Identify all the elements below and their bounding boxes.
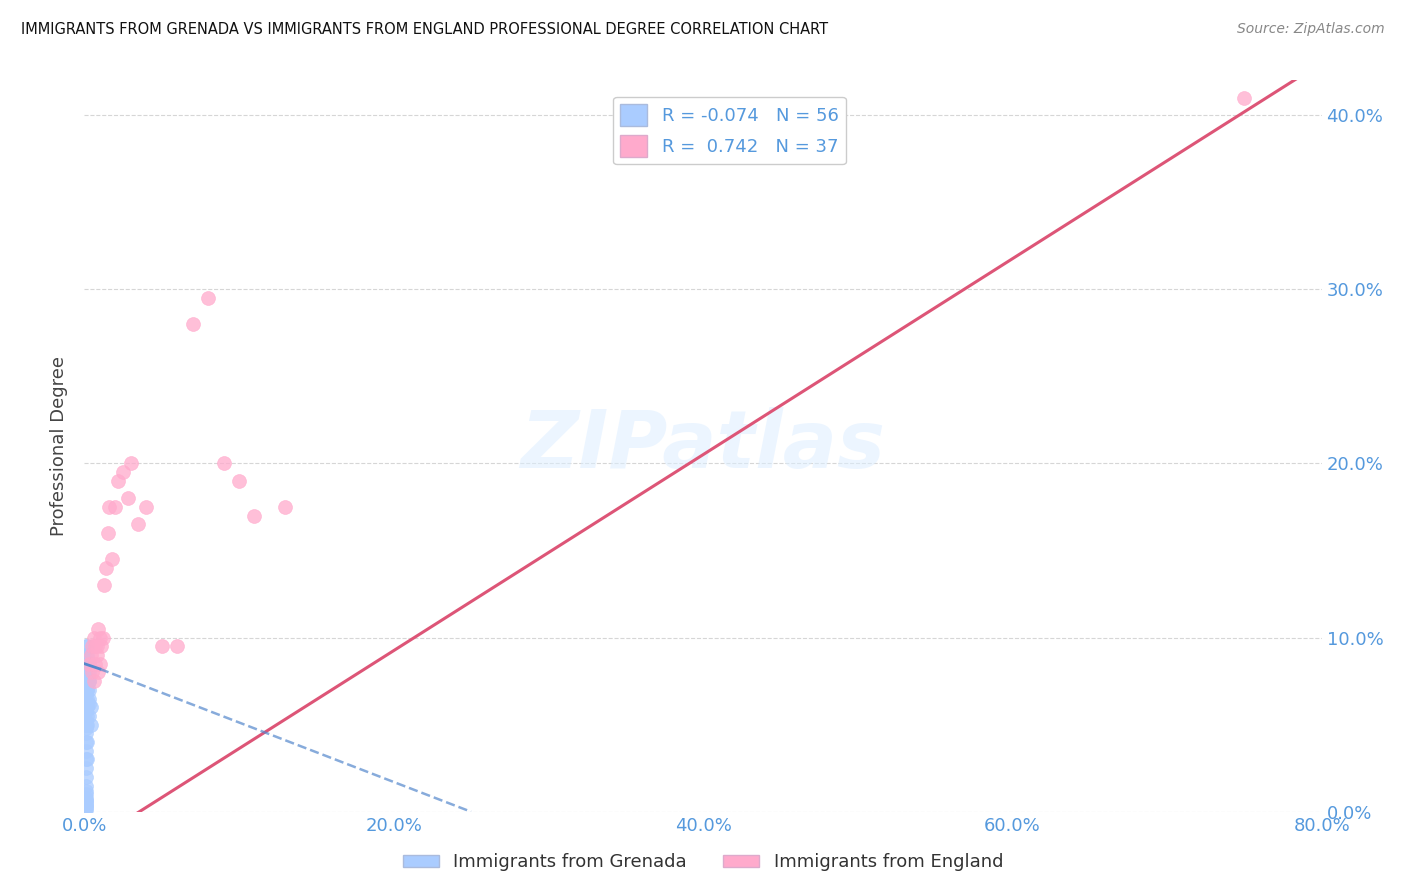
Point	[76, 657, 98, 671]
Point	[120, 457, 142, 471]
Point	[75, 704, 97, 718]
Legend: Immigrants from Grenada, Immigrants from England: Immigrants from Grenada, Immigrants from…	[395, 847, 1011, 879]
Point	[76, 735, 98, 749]
Point	[76, 665, 98, 680]
Point	[76, 640, 98, 654]
Point	[101, 552, 124, 566]
Point	[75, 744, 97, 758]
Point	[75, 669, 97, 683]
Point	[75, 726, 97, 740]
Point	[75, 803, 97, 817]
Point	[76, 648, 98, 662]
Point	[243, 508, 266, 523]
Point	[87, 622, 110, 636]
Point	[75, 721, 97, 735]
Point	[75, 801, 97, 815]
Point	[77, 665, 100, 680]
Point	[76, 682, 98, 697]
Point	[274, 500, 297, 514]
Point	[75, 790, 97, 805]
Text: ZIPatlas: ZIPatlas	[520, 407, 886, 485]
Point	[90, 640, 112, 654]
Point	[75, 717, 97, 731]
Point	[79, 700, 101, 714]
Point	[75, 697, 97, 711]
Point	[82, 665, 104, 680]
Point	[77, 657, 100, 671]
Point	[75, 797, 97, 812]
Point	[83, 631, 105, 645]
Point	[76, 682, 98, 697]
Point	[75, 655, 97, 669]
Point	[76, 717, 98, 731]
Point	[76, 691, 98, 706]
Y-axis label: Professional Degree: Professional Degree	[51, 356, 69, 536]
Point	[89, 631, 111, 645]
Point	[75, 799, 97, 814]
Point	[83, 674, 105, 689]
Point	[77, 674, 100, 689]
Point	[97, 526, 120, 541]
Point	[75, 796, 97, 810]
Point	[77, 691, 100, 706]
Point	[76, 651, 98, 665]
Point	[94, 561, 117, 575]
Point	[76, 709, 98, 723]
Point	[91, 631, 114, 645]
Point	[181, 317, 204, 331]
Point	[166, 640, 188, 654]
Point	[112, 465, 135, 479]
Point	[76, 700, 98, 714]
Point	[75, 794, 97, 808]
Point	[75, 735, 97, 749]
Point	[104, 500, 127, 514]
Point	[86, 648, 108, 662]
Point	[76, 752, 98, 766]
Point	[75, 779, 97, 793]
Point	[98, 500, 121, 514]
Point	[77, 709, 100, 723]
Point	[75, 770, 97, 784]
Text: IMMIGRANTS FROM GRENADA VS IMMIGRANTS FROM ENGLAND PROFESSIONAL DEGREE CORRELATI: IMMIGRANTS FROM GRENADA VS IMMIGRANTS FR…	[21, 22, 828, 37]
Point	[128, 517, 150, 532]
Point	[1233, 91, 1256, 105]
Point	[89, 657, 111, 671]
Point	[77, 682, 100, 697]
Point	[107, 474, 129, 488]
Point	[77, 657, 100, 671]
Point	[87, 665, 110, 680]
Point	[75, 686, 97, 700]
Point	[77, 657, 100, 671]
Point	[75, 648, 97, 662]
Point	[93, 578, 115, 592]
Point	[135, 500, 157, 514]
Point	[79, 717, 101, 731]
Point	[212, 457, 235, 471]
Point	[228, 474, 250, 488]
Point	[84, 657, 107, 671]
Point	[86, 640, 108, 654]
Point	[150, 640, 173, 654]
Point	[75, 792, 97, 806]
Point	[79, 648, 101, 662]
Point	[75, 662, 97, 676]
Point	[75, 714, 97, 728]
Text: Source: ZipAtlas.com: Source: ZipAtlas.com	[1237, 22, 1385, 37]
Point	[77, 674, 100, 689]
Point	[75, 761, 97, 775]
Point	[117, 491, 139, 506]
Point	[77, 697, 100, 711]
Point	[76, 674, 98, 689]
Point	[197, 291, 219, 305]
Point	[75, 752, 97, 766]
Point	[75, 784, 97, 798]
Point	[84, 640, 107, 654]
Legend: R = -0.074   N = 56, R =  0.742   N = 37: R = -0.074 N = 56, R = 0.742 N = 37	[613, 96, 846, 164]
Point	[75, 787, 97, 801]
Point	[75, 679, 97, 693]
Point	[76, 700, 98, 714]
Point	[75, 640, 97, 654]
Point	[82, 640, 104, 654]
Point	[76, 665, 98, 680]
